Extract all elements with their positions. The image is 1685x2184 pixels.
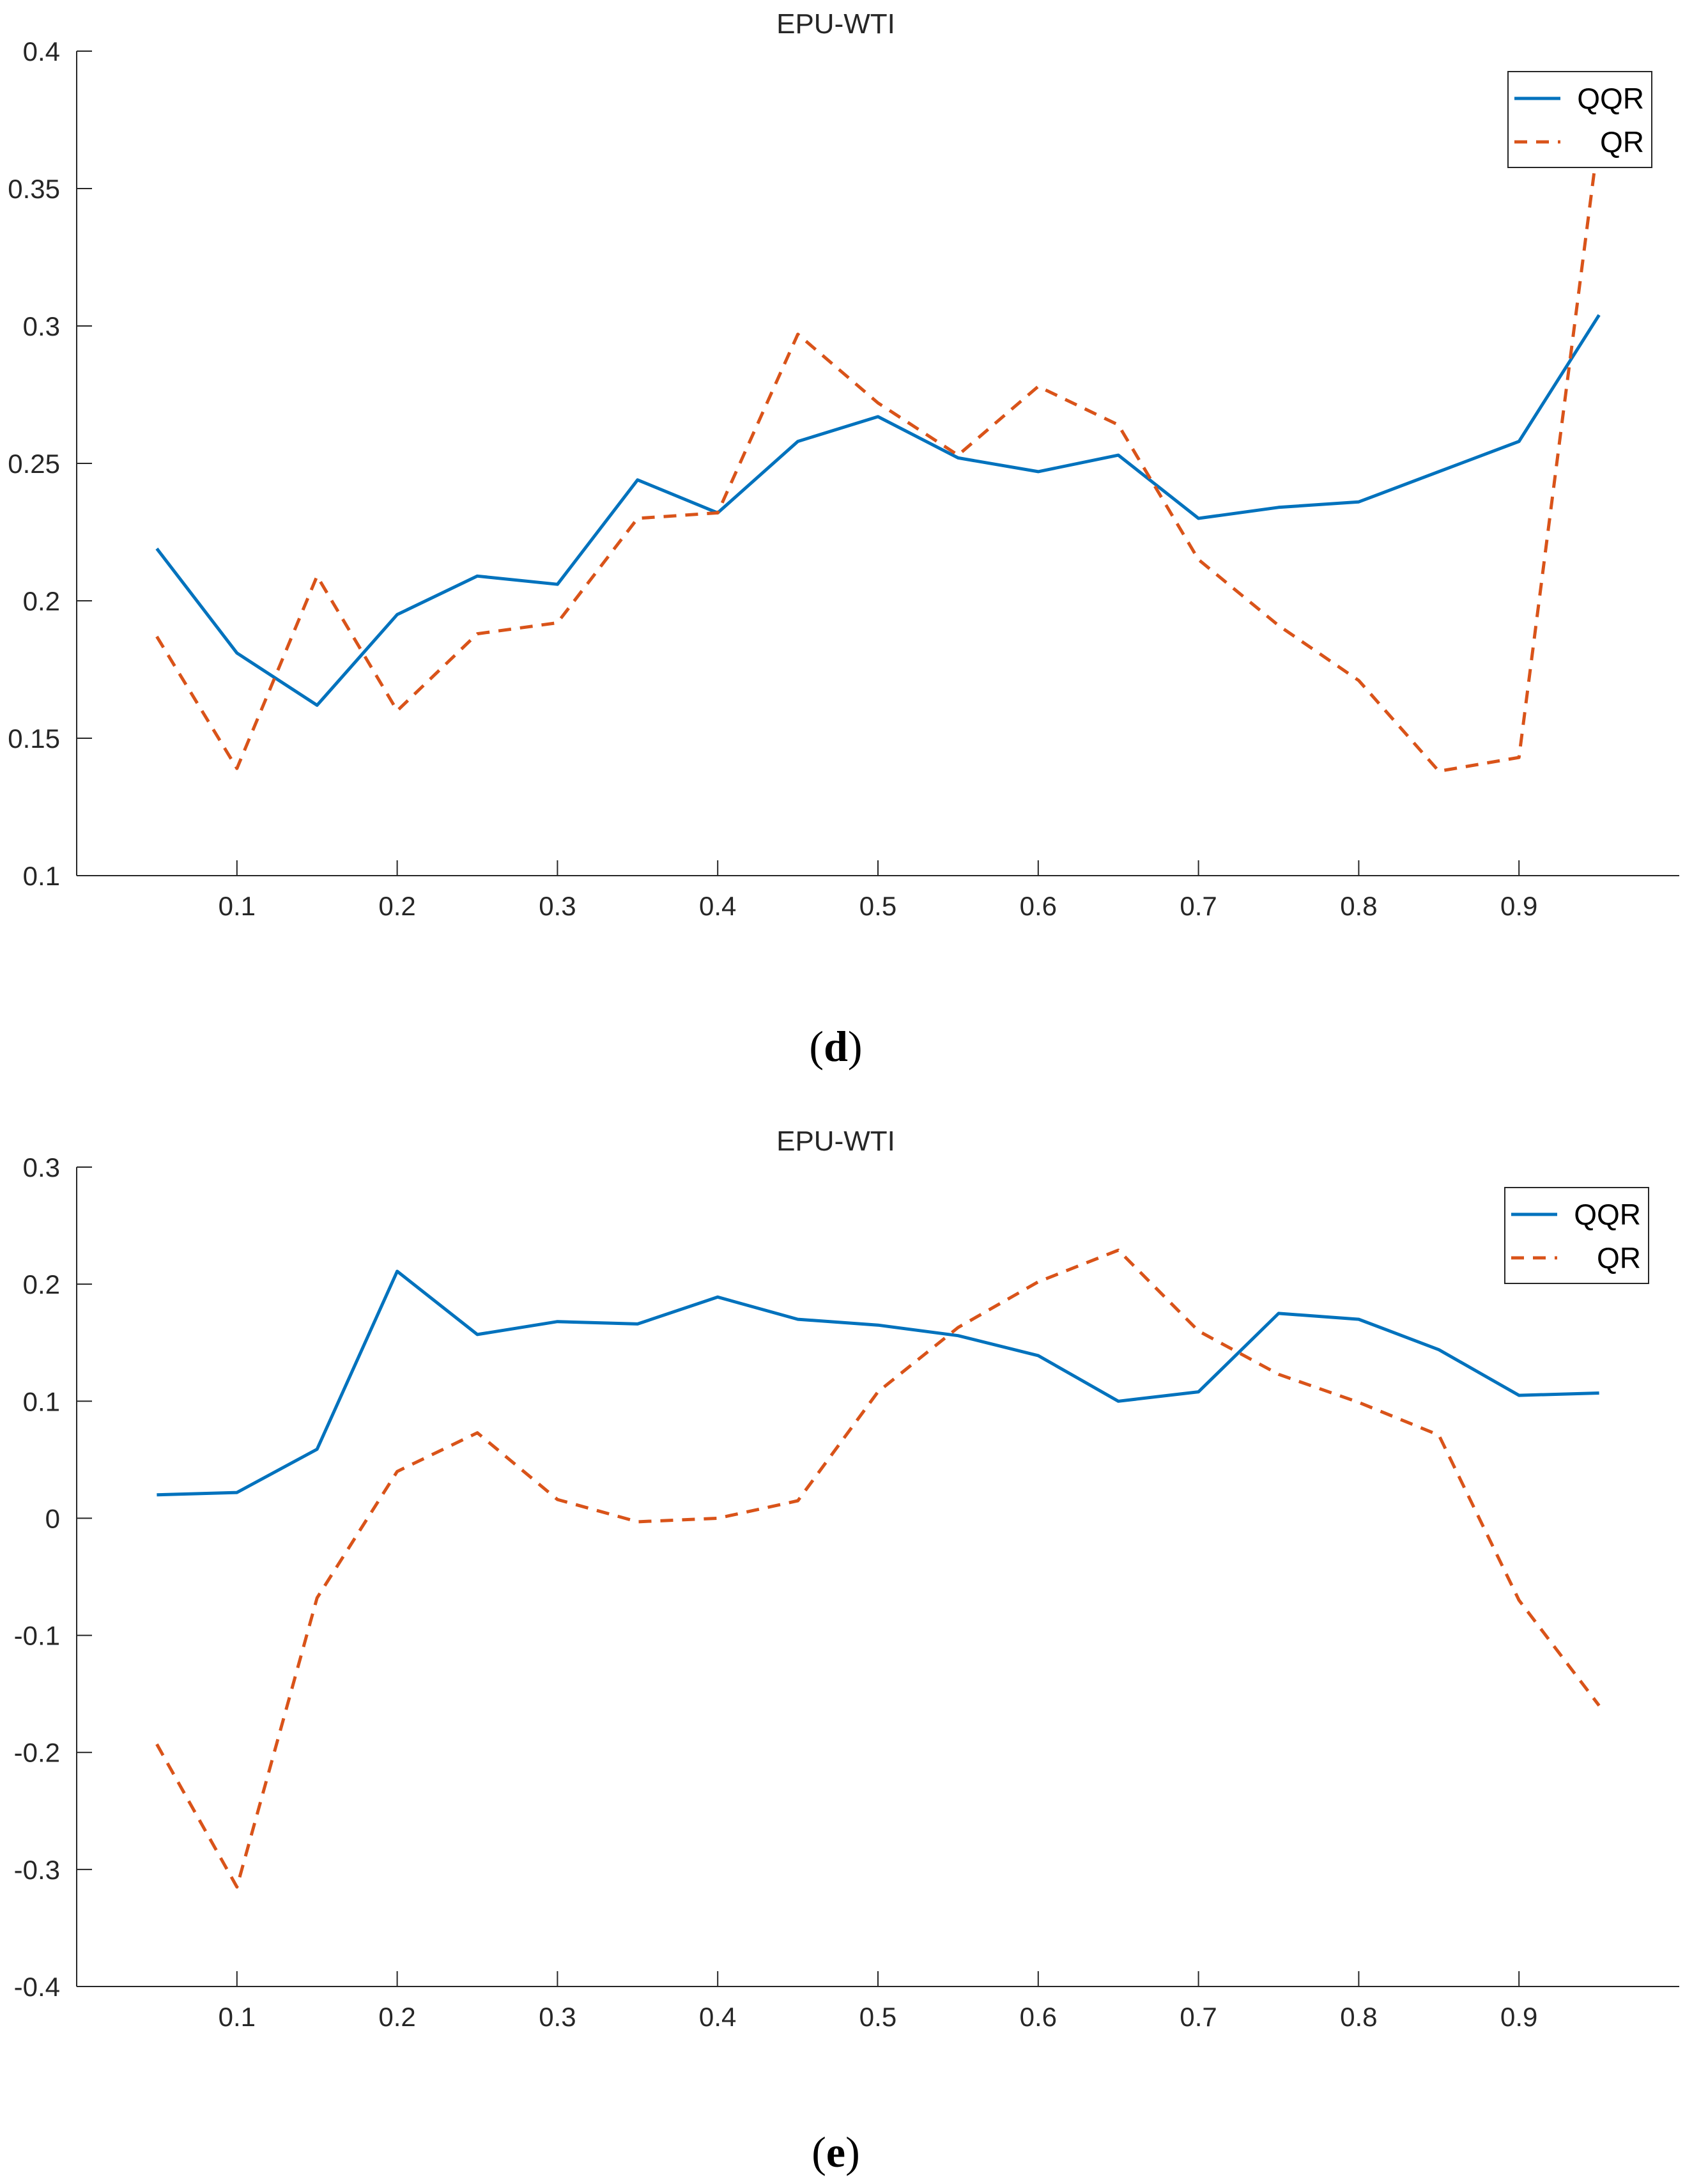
chart-panel-d: EPU-WTI 0.10.150.20.250.30.350.4 0.1 0.2 0… [8,8,1679,1071]
series-line-qqr [155,314,1601,707]
y-tick-label: 0.1 [23,861,60,891]
x-tick-label: 0.1 [219,2002,256,2032]
x-tick-label: 0.6 [1020,891,1057,921]
x-tick-label: 0.4 [699,891,736,921]
y-tick-label: 0.3 [23,1152,60,1182]
y-tick-label: 0.35 [8,174,60,204]
x-tick-label: 0.9 [1500,2002,1537,2032]
x-axis-ticks: 0.1 0.2 0.3 0.4 0.5 0.6 0.7 0.8 0.9 [219,860,1537,921]
legend-box [1504,1187,1649,1284]
series-line-qqr [157,1269,1599,1497]
chart-title: EPU-WTI [776,8,895,40]
x-tick-label: 0.4 [699,2002,736,2032]
y-tick-label: 0.25 [8,449,60,479]
legend-label-qr: QR [1597,1241,1641,1274]
y-tick-label: 0.1 [23,1386,60,1416]
series-line-qr [155,133,1601,773]
series-layer [155,133,1601,773]
y-tick-label: -0.2 [14,1738,60,1768]
series-layer [155,1248,1601,1889]
legend-box [1507,71,1652,168]
y-tick-label: 0.15 [8,724,60,754]
y-tick-label: -0.4 [14,1972,60,2002]
y-tick-label: 0.4 [23,36,60,66]
legend-label-qqr: QQR [1574,1198,1641,1231]
x-tick-label: 0.5 [859,2002,896,2032]
panel-letter: e [826,2128,845,2176]
x-tick-label: 0.1 [219,891,256,921]
x-tick-label: 0.2 [378,2002,415,2032]
panel-label: (d) [809,1022,862,1071]
y-tick-label: -0.3 [14,1855,60,1885]
x-tick-label: 0.5 [859,891,896,921]
y-axis-ticks: -0.4 -0.3 -0.2 -0.1 0 0.1 0.2 0.3 [14,1152,92,2002]
series-line-qr [155,1248,1601,1889]
panel-label: (e) [812,2128,860,2176]
y-tick-label: 0.3 [23,311,60,341]
chart-title: EPU-WTI [776,1126,895,1157]
x-tick-label: 0.7 [1180,891,1217,921]
x-tick-label: 0.3 [539,891,576,921]
y-tick-label: 0.2 [23,586,60,616]
legend-label-qqr: QQR [1577,82,1644,115]
y-tick-label: -0.1 [14,1621,60,1651]
x-tick-label: 0.9 [1500,891,1537,921]
y-axis-ticks: 0.1 0.15 0.2 0.25 0.3 0.35 0.4 [8,36,92,891]
x-tick-label: 0.6 [1020,2002,1057,2032]
y-tick-label: 0 [45,1503,60,1533]
legend: QQR QR [1507,71,1652,168]
x-tick-label: 0.2 [378,891,415,921]
y-tick-label: 0.2 [23,1269,60,1299]
x-tick-label: 0.8 [1340,2002,1377,2032]
x-tick-label: 0.3 [539,2002,576,2032]
x-axis-ticks: 0.1 0.2 0.3 0.4 0.5 0.6 0.7 0.8 0.9 [219,1971,1537,2032]
chart-panel-e: EPU-WTI -0.4-0.3-0.2-0.100.10.20.3 0.1 0.… [14,1126,1679,2176]
panel-letter: d [824,1022,848,1071]
legend-label-qr: QR [1600,125,1644,159]
x-tick-label: 0.8 [1340,891,1377,921]
x-tick-label: 0.7 [1180,2002,1217,2032]
legend: QQR QR [1504,1187,1649,1284]
